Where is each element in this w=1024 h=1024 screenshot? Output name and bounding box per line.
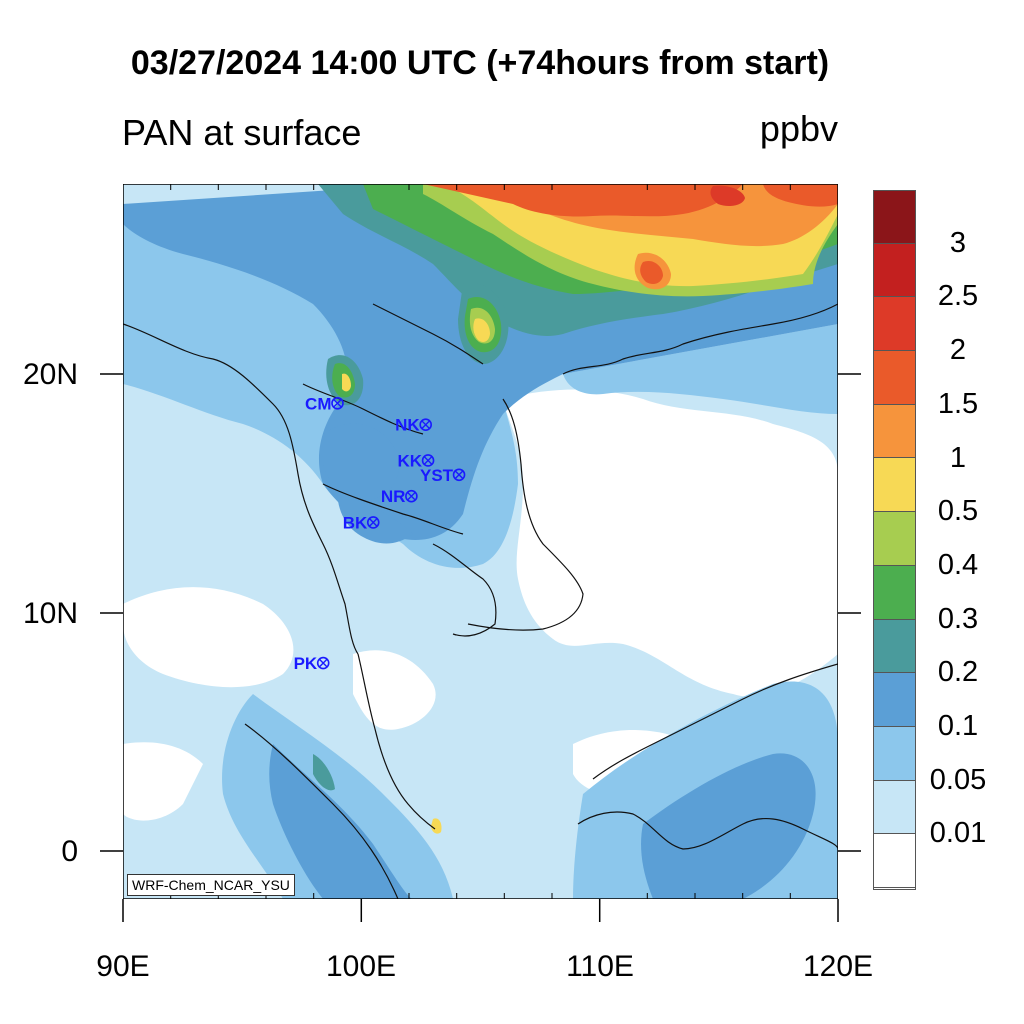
station-marker-icon	[421, 454, 435, 467]
field-lowmid-coast	[563, 324, 838, 414]
station-marker-icon	[331, 396, 344, 410]
station-bk: BK	[343, 513, 380, 532]
colorbar-swatch	[873, 512, 916, 566]
field-red-guangxi	[640, 260, 663, 284]
field-mid-sumatra	[269, 744, 413, 899]
x-tick-110e: 110E	[566, 950, 634, 983]
station-label: NK	[395, 416, 420, 435]
colorbar-swatch	[873, 297, 916, 352]
coastlines	[123, 303, 838, 899]
map-panel: CM NK KK YST NR BK PK	[122, 183, 839, 900]
field-mid-borneo	[641, 753, 816, 899]
x-tick-120e: 120E	[802, 950, 874, 983]
field-yellow-laos	[473, 318, 490, 342]
x-tick-100e: 100E	[325, 950, 397, 983]
colorbar-swatch	[873, 458, 916, 513]
colorbar-swatch	[873, 780, 916, 835]
field-darkred-china	[710, 185, 745, 206]
colorbar-swatch	[873, 243, 916, 298]
field-clean-andaman	[123, 587, 294, 688]
field-yellow-chiangmai	[342, 373, 351, 392]
field-red-east	[763, 184, 838, 207]
station-marker-icon	[419, 418, 432, 432]
y-tick-20n: 20N	[22, 358, 78, 391]
station-label: PK	[294, 654, 318, 673]
station-label: KK	[398, 451, 423, 470]
colorbar-swatch	[873, 834, 916, 888]
colorbar-swatch	[873, 404, 916, 459]
colorbar-swatch	[873, 565, 916, 620]
colorbar-label: 0.2	[937, 656, 979, 689]
station-marker-icon	[316, 656, 330, 670]
station-marker-icon	[405, 489, 418, 503]
y-tick-0: 0	[61, 835, 78, 868]
station-label: NR	[381, 487, 406, 506]
field-lowmid-sumatra	[222, 694, 453, 899]
colorbar-label: 3	[949, 226, 967, 259]
colorbar-swatch	[873, 619, 916, 674]
field-yellow-singapore	[431, 818, 442, 834]
field-mid-isan	[323, 423, 400, 500]
colorbar-swatch	[873, 673, 916, 727]
station-marker-icon	[452, 468, 466, 482]
station-kk: KK	[398, 451, 435, 470]
station-nr: NR	[381, 487, 418, 506]
station-label: YST	[420, 466, 454, 485]
map-title: 03/27/2024 14:00 UTC (+74hours from star…	[130, 44, 830, 82]
station-nk: NK	[395, 416, 432, 435]
station-label: CM	[305, 394, 331, 413]
model-credit-label: WRF-Chem_NCAR_YSU	[127, 874, 295, 896]
field-red-china	[423, 184, 743, 217]
station-label: BK	[343, 513, 368, 532]
colorbar-label: 0.5	[937, 495, 979, 528]
unit-label: ppbv	[759, 108, 838, 149]
colorbar-swatch	[873, 726, 916, 781]
station-cm: CM	[305, 394, 344, 413]
colorbar-label: 0.01	[929, 817, 987, 850]
colorbar-label: 1.5	[937, 387, 979, 420]
station-pk: PK	[294, 654, 330, 673]
colorbar-label: 2.5	[937, 280, 979, 313]
station-marker-icon	[366, 516, 380, 529]
x-tick-90e: 90E	[96, 950, 150, 983]
field-clean-gulf	[353, 650, 436, 730]
colorbar-label: 2	[949, 334, 967, 367]
colorbar-label: 0.1	[937, 710, 979, 742]
colorbar-label: 0.05	[929, 763, 987, 796]
colorbar	[873, 190, 916, 888]
colorbar-label: 1	[949, 441, 967, 474]
colorbar-swatch	[873, 190, 916, 244]
variable-label: PAN at surface	[122, 112, 362, 153]
field-mid-thailand	[337, 484, 413, 544]
colorbar-label: 0.3	[937, 602, 979, 635]
field-clean-sea	[503, 389, 838, 697]
colorbar-swatch	[873, 351, 916, 405]
station-yst: YST	[420, 466, 466, 485]
y-tick-10n: 10N	[22, 597, 78, 630]
field-clean-west	[123, 742, 203, 821]
colorbar-label: 0.4	[937, 548, 979, 581]
field-teal-sumatra	[313, 754, 335, 791]
